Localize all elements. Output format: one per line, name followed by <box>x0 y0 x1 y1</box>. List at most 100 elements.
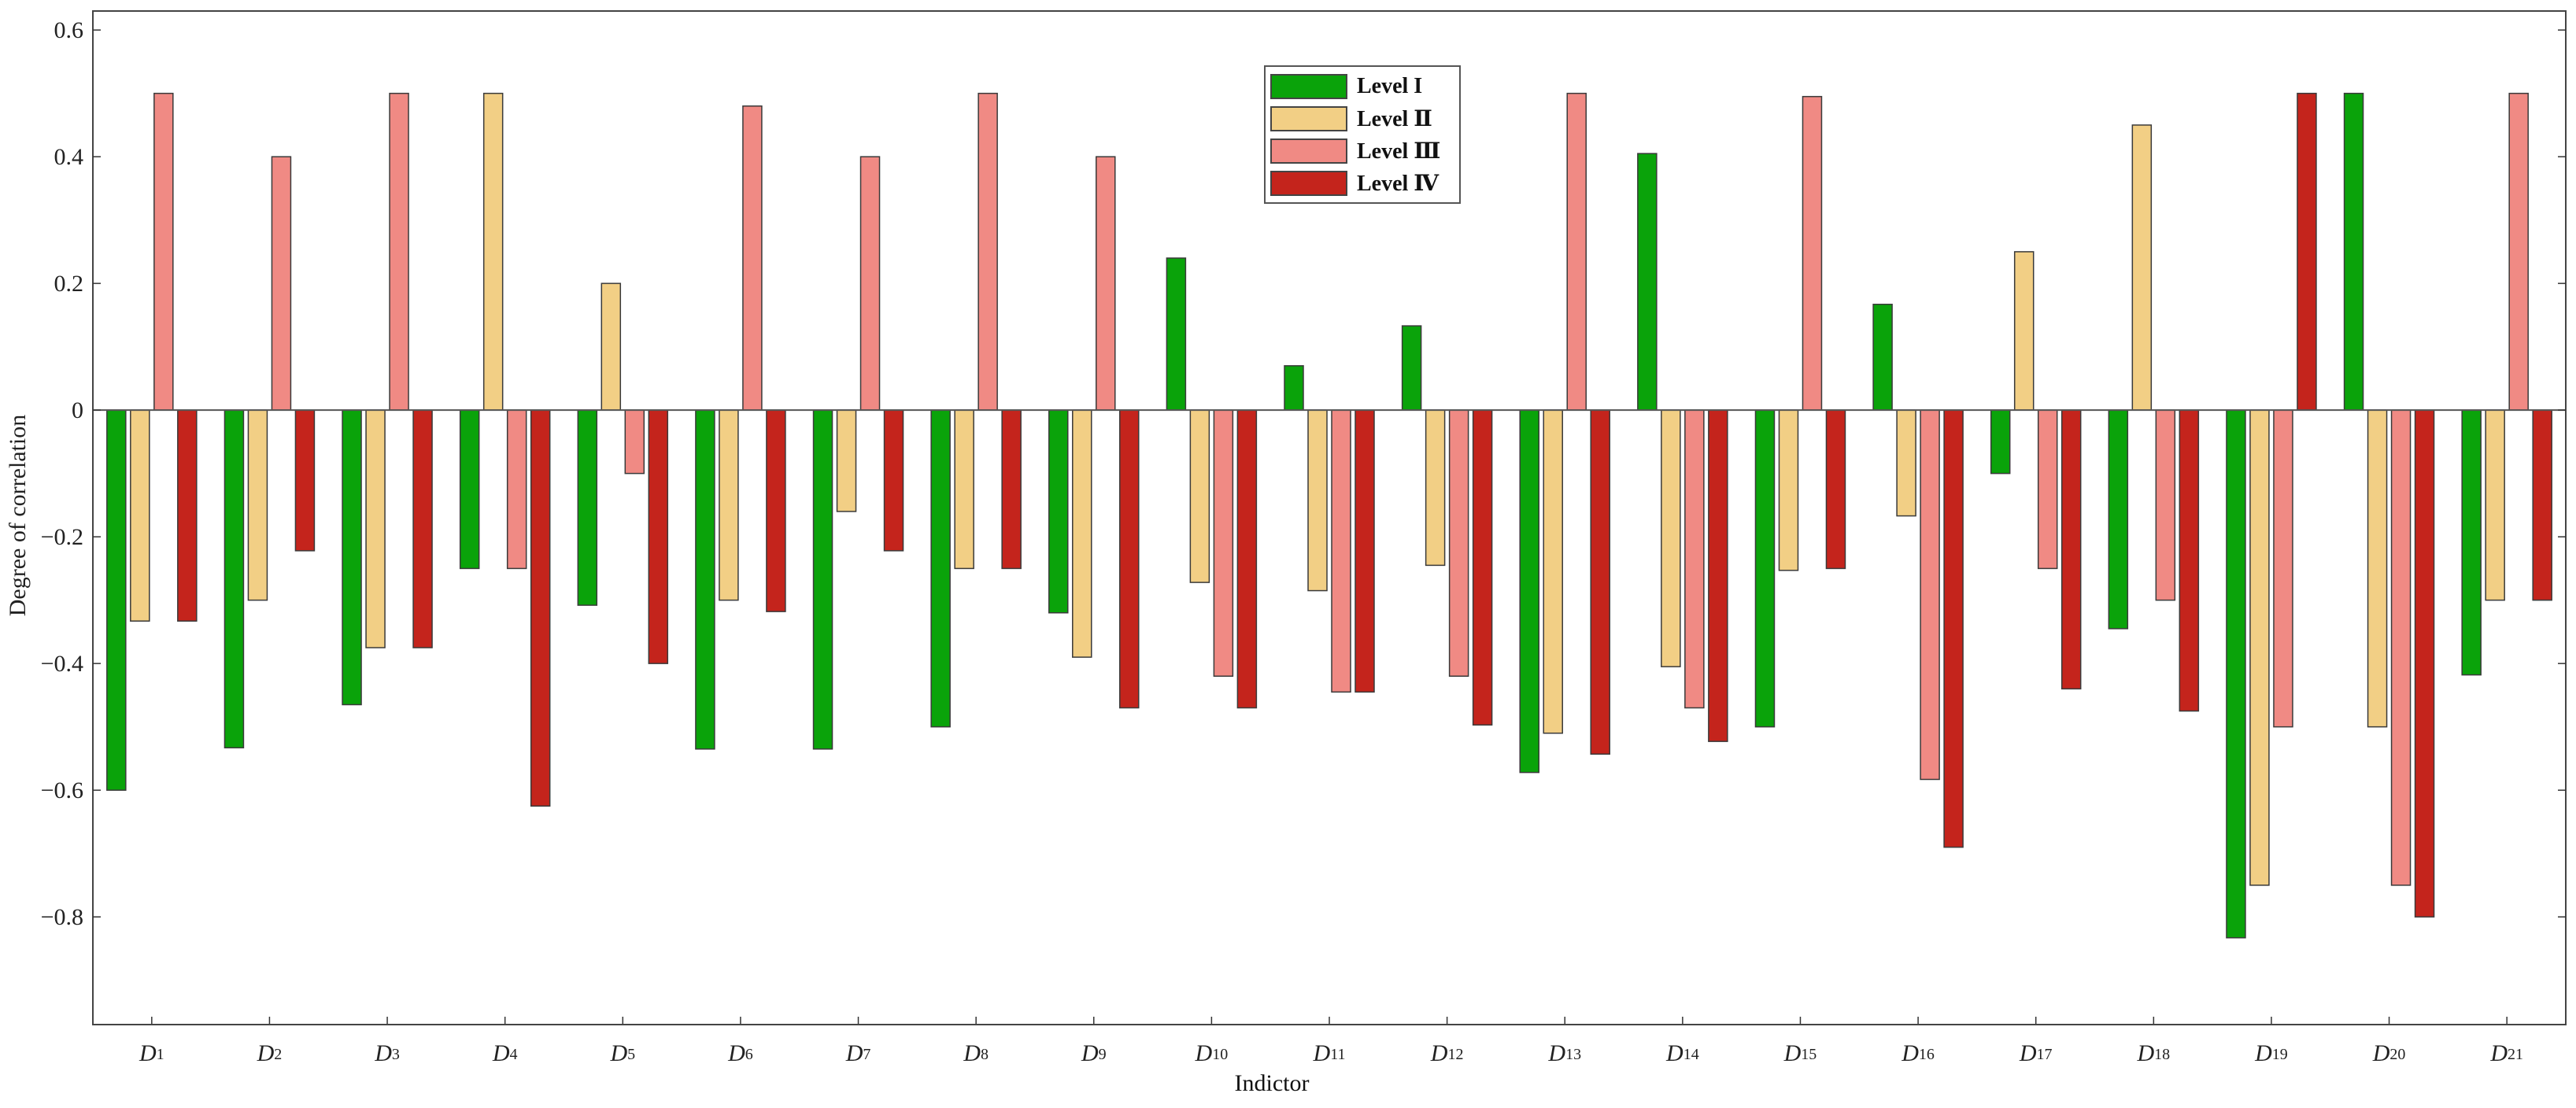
bar-series-1-D5 <box>577 409 598 606</box>
bar-series-2-D10 <box>1189 409 1210 583</box>
bar-series-1-D15 <box>1754 409 1776 728</box>
bar-series-4-D20 <box>2414 409 2435 918</box>
bar-series-4-D17 <box>2060 409 2082 690</box>
bar-series-2-D4 <box>482 92 504 411</box>
bar-series-2-D7 <box>836 409 857 512</box>
bar-series-4-D6 <box>766 409 786 612</box>
bar-series-1-D17 <box>1990 409 2011 475</box>
bar-series-1-D6 <box>695 409 715 750</box>
bar-series-4-D8 <box>1001 409 1022 570</box>
legend-label-level-4: Level Ⅳ <box>1357 171 1440 196</box>
x-tick-label-D1: D1 <box>139 1040 164 1066</box>
bar-series-3-D6 <box>742 105 763 411</box>
bar-series-3-D16 <box>1920 409 1940 781</box>
legend-swatch-level-2 <box>1270 105 1347 131</box>
bar-series-3-D3 <box>389 92 409 411</box>
bar-series-3-D14 <box>1684 409 1705 709</box>
x-tick-label-D7: D7 <box>845 1040 871 1066</box>
x-tick-label-D15: D15 <box>1783 1040 1817 1066</box>
legend: Level I Level Ⅱ Level Ⅲ Level Ⅳ <box>1264 65 1461 204</box>
bar-series-2-D9 <box>1072 409 1092 658</box>
x-tick-label-D5: D5 <box>609 1040 635 1066</box>
bar-series-4-D11 <box>1355 409 1375 693</box>
bar-series-3-D2 <box>271 156 292 411</box>
bar-series-1-D14 <box>1637 153 1658 411</box>
bar-series-1-D18 <box>2108 409 2129 630</box>
x-tick-label-D13: D13 <box>1547 1040 1581 1066</box>
bar-series-2-D11 <box>1307 409 1328 592</box>
bar-series-2-D1 <box>130 409 150 622</box>
bar-series-1-D9 <box>1048 409 1069 614</box>
bars-layer <box>106 92 2552 939</box>
bar-series-4-D4 <box>530 409 551 807</box>
y-tick-label: 0.6 <box>54 17 84 43</box>
legend-entry-level-2: Level Ⅱ <box>1270 102 1454 135</box>
bar-series-3-D10 <box>1213 409 1234 678</box>
bar-series-4-D2 <box>294 409 316 552</box>
bar-series-3-D20 <box>2390 409 2412 886</box>
bar-series-1-D8 <box>930 409 951 728</box>
x-tick-label-D12: D12 <box>1430 1040 1464 1066</box>
x-tick-label-D3: D3 <box>374 1040 400 1066</box>
bar-series-2-D12 <box>1425 409 1446 567</box>
bar-series-1-D11 <box>1284 365 1304 411</box>
x-tick-label-D4: D4 <box>492 1040 518 1066</box>
x-tick-label-D9: D9 <box>1081 1040 1107 1066</box>
x-tick-label-D10: D10 <box>1195 1040 1229 1066</box>
bar-series-2-D21 <box>2485 409 2505 601</box>
x-tick-label-D2: D2 <box>257 1040 283 1066</box>
x-tick-label-D19: D19 <box>2254 1040 2288 1066</box>
x-tick-labels: D1 D2 D3 D4 D5 D6 D7 D8 D9 D10 D11 D12 D13 D14 D15 D16 D… <box>139 1040 2523 1066</box>
bar-series-4-D14 <box>1708 409 1728 742</box>
bar-series-3-D19 <box>2273 409 2293 728</box>
bar-series-4-D9 <box>1119 409 1140 709</box>
legend-entry-level-3: Level Ⅲ <box>1270 135 1454 167</box>
bar-series-4-D7 <box>883 409 904 552</box>
bar-series-4-D10 <box>1236 409 1258 709</box>
bar-series-2-D20 <box>2367 409 2388 728</box>
bar-series-3-D7 <box>859 156 881 411</box>
bar-series-2-D8 <box>954 409 974 570</box>
legend-entry-level-4: Level Ⅳ <box>1270 167 1454 199</box>
bar-series-1-D16 <box>1872 303 1893 411</box>
bar-series-2-D15 <box>1778 409 1799 571</box>
bar-series-1-D13 <box>1519 409 1539 774</box>
bar-series-4-D21 <box>2532 409 2552 601</box>
bar-series-1-D20 <box>2343 92 2364 411</box>
bar-series-3-D8 <box>978 92 998 411</box>
plot-frame <box>92 10 2567 1025</box>
bar-series-4-D18 <box>2179 409 2200 712</box>
bar-series-3-D18 <box>2155 409 2176 601</box>
bar-series-2-D19 <box>2249 409 2270 886</box>
bar-series-2-D17 <box>2013 251 2035 411</box>
axes-layer <box>92 10 2567 1025</box>
y-tick-label: −0.2 <box>41 524 83 550</box>
bar-series-1-D4 <box>459 409 480 570</box>
bar-series-3-D13 <box>1566 92 1587 411</box>
bar-series-3-D11 <box>1331 409 1351 693</box>
y-tick-label: −0.8 <box>41 904 83 930</box>
bar-series-4-D19 <box>2297 92 2317 411</box>
legend-swatch-level-4 <box>1270 170 1347 196</box>
x-tick-label-D6: D6 <box>727 1040 753 1066</box>
bar-series-4-D3 <box>412 409 433 648</box>
bar-series-1-D10 <box>1166 257 1187 411</box>
bar-series-1-D21 <box>2461 409 2482 676</box>
legend-swatch-level-3 <box>1270 138 1347 164</box>
x-axis-title: Indictor <box>1234 1070 1310 1096</box>
bar-series-3-D17 <box>2037 409 2058 570</box>
bar-series-3-D4 <box>506 409 527 570</box>
bar-series-2-D3 <box>365 409 386 648</box>
legend-entry-level-1: Level I <box>1270 70 1454 102</box>
bar-series-4-D16 <box>1943 409 1964 848</box>
y-tick-label: −0.6 <box>41 777 83 803</box>
bar-series-4-D13 <box>1590 409 1610 755</box>
bar-series-2-D13 <box>1543 409 1563 734</box>
bar-series-2-D16 <box>1896 409 1916 517</box>
y-axis-title-text: Degree of correlation <box>5 415 31 617</box>
bar-series-4-D1 <box>177 409 198 622</box>
bar-series-1-D7 <box>812 409 833 750</box>
y-tick-label: 0 <box>72 397 83 423</box>
y-tick-label: 0.4 <box>54 144 84 170</box>
y-tick-label: −0.4 <box>41 651 83 677</box>
